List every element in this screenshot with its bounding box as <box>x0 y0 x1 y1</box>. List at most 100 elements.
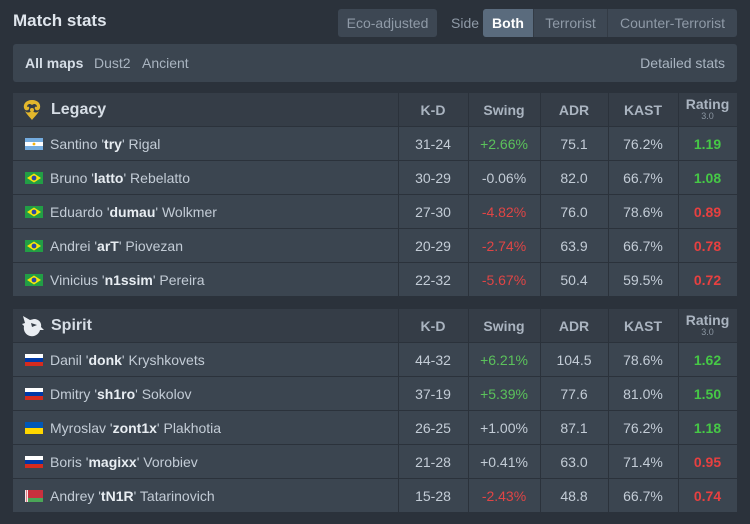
player-row: Dmitry 'sh1ro' Sokolov 37-19 +5.39% 77.6 81.… <box>13 377 737 411</box>
player-name-link[interactable]: Eduardo 'dumau' Wolkmer <box>50 204 217 220</box>
column-header-rating[interactable]: Rating 3.0 <box>678 309 737 343</box>
column-divider <box>398 127 399 160</box>
column-divider <box>678 411 679 444</box>
stat-kd: 22-32 <box>415 272 451 288</box>
stat-adr: 87.1 <box>560 420 588 436</box>
stat-rating: 1.18 <box>693 420 722 436</box>
player-name-link[interactable]: Santino 'try' Rigal <box>50 136 161 152</box>
column-divider <box>608 161 609 194</box>
player-name-link[interactable]: Myroslav 'zont1x' Plakhotia <box>50 420 222 436</box>
column-header-kd[interactable]: K-D <box>420 318 446 334</box>
column-divider <box>398 445 399 478</box>
column-divider <box>608 93 609 126</box>
team-header: Spirit K-D Swing ADR KAST Rating 3.0 <box>13 309 737 343</box>
player-row: Vinicius 'n1ssim' Pereira 22-32 -5.67% 50.4… <box>13 263 737 297</box>
player-last-name: Rigal <box>128 136 161 152</box>
column-divider <box>398 411 399 444</box>
player-last-name: Piovezan <box>125 238 183 254</box>
stat-kast: 76.2% <box>623 420 663 436</box>
player-last-name: Vorobiev <box>143 454 198 470</box>
side-option-terrorist[interactable]: Terrorist <box>533 9 607 37</box>
player-first-name: Santino <box>50 136 98 152</box>
column-divider <box>468 343 469 376</box>
player-first-name: Eduardo <box>50 204 103 220</box>
stat-adr: 104.5 <box>556 352 592 368</box>
team-table-legacy: Legacy K-D Swing ADR KAST Rating 3.0 Santino 't… <box>13 93 737 297</box>
map-tab-all-maps[interactable]: All maps <box>25 55 84 71</box>
column-divider <box>468 195 469 228</box>
player-last-name: Sokolov <box>141 386 192 402</box>
stat-adr: 76.0 <box>560 204 588 220</box>
column-header-swing[interactable]: Swing <box>483 102 525 118</box>
spirit-logo-icon <box>22 316 44 337</box>
player-nickname: sh1ro <box>97 386 136 402</box>
legacy-logo-icon <box>23 100 41 120</box>
column-header-kd[interactable]: K-D <box>420 102 446 118</box>
rating-label: Rating <box>685 96 730 112</box>
column-divider <box>608 377 609 410</box>
team-name[interactable]: Spirit <box>51 317 92 334</box>
player-name-link[interactable]: Andrey 'tN1R' Tatarinovich <box>50 488 215 504</box>
column-divider <box>678 343 679 376</box>
player-first-name: Bruno <box>50 170 88 186</box>
player-name-link[interactable]: Dmitry 'sh1ro' Sokolov <box>50 386 192 402</box>
column-divider <box>608 195 609 228</box>
side-option-both[interactable]: Both <box>483 9 533 37</box>
column-header-adr[interactable]: ADR <box>558 318 590 334</box>
stat-kast: 66.7% <box>623 238 663 254</box>
stat-swing: +1.00% <box>480 420 528 436</box>
stat-kd: 30-29 <box>415 170 451 186</box>
column-header-adr[interactable]: ADR <box>558 102 590 118</box>
column-header-swing[interactable]: Swing <box>483 318 525 334</box>
stat-kd: 37-19 <box>415 386 451 402</box>
side-option-counter-terrorist[interactable]: Counter-Terrorist <box>607 9 737 37</box>
team-table-spirit: Spirit K-D Swing ADR KAST Rating 3.0 Danil 'don… <box>13 309 737 513</box>
stat-adr: 63.0 <box>560 454 588 470</box>
map-tab-dust2[interactable]: Dust2 <box>94 55 131 71</box>
stat-rating: 0.78 <box>693 238 722 254</box>
russia-flag-icon <box>25 388 43 400</box>
column-divider <box>540 479 541 512</box>
stat-rating: 0.89 <box>693 204 722 220</box>
eco-adjusted-toggle[interactable]: Eco-adjusted <box>338 9 437 37</box>
column-divider <box>398 195 399 228</box>
player-nickname: zont1x <box>112 420 157 436</box>
stat-adr: 50.4 <box>560 272 588 288</box>
column-divider <box>608 411 609 444</box>
stat-rating: 1.50 <box>693 386 722 402</box>
map-tab-ancient[interactable]: Ancient <box>142 55 189 71</box>
column-divider <box>540 377 541 410</box>
stat-swing: +6.21% <box>480 352 528 368</box>
stat-kd: 20-29 <box>415 238 451 254</box>
column-header-kast[interactable]: KAST <box>623 102 663 118</box>
rating-version: 3.0 <box>701 327 714 337</box>
player-row: Danil 'donk' Kryshkovets 44-32 +6.21% 104.5… <box>13 343 737 377</box>
player-first-name: Dmitry <box>50 386 91 402</box>
stat-adr: 75.1 <box>560 136 588 152</box>
player-first-name: Andrey <box>50 488 95 504</box>
detailed-stats-link[interactable]: Detailed stats <box>640 55 725 71</box>
argentina-flag-icon <box>25 138 43 150</box>
player-last-name: Kryshkovets <box>128 352 205 368</box>
player-name-link[interactable]: Andrei 'arT' Piovezan <box>50 238 183 254</box>
brazil-flag-icon <box>25 274 43 286</box>
stat-rating: 1.62 <box>693 352 722 368</box>
column-header-rating[interactable]: Rating 3.0 <box>678 93 737 127</box>
column-divider <box>540 343 541 376</box>
player-last-name: Rebelatto <box>130 170 190 186</box>
player-nickname: try <box>104 136 122 152</box>
player-name-link[interactable]: Danil 'donk' Kryshkovets <box>50 352 205 368</box>
match-stats-header: Match stats Eco-adjusted Side Both Terro… <box>0 0 750 44</box>
column-divider <box>540 309 541 342</box>
column-divider <box>540 411 541 444</box>
team-name[interactable]: Legacy <box>51 101 107 118</box>
column-divider <box>398 263 399 296</box>
player-name-link[interactable]: Boris 'magixx' Vorobiev <box>50 454 198 470</box>
player-name-link[interactable]: Vinicius 'n1ssim' Pereira <box>50 272 205 288</box>
column-header-kast[interactable]: KAST <box>623 318 663 334</box>
stat-swing: -5.67% <box>481 272 527 288</box>
stat-rating: 0.95 <box>693 454 722 470</box>
player-name-link[interactable]: Bruno 'latto' Rebelatto <box>50 170 190 186</box>
rating-label: Rating <box>685 312 730 328</box>
column-divider <box>398 343 399 376</box>
